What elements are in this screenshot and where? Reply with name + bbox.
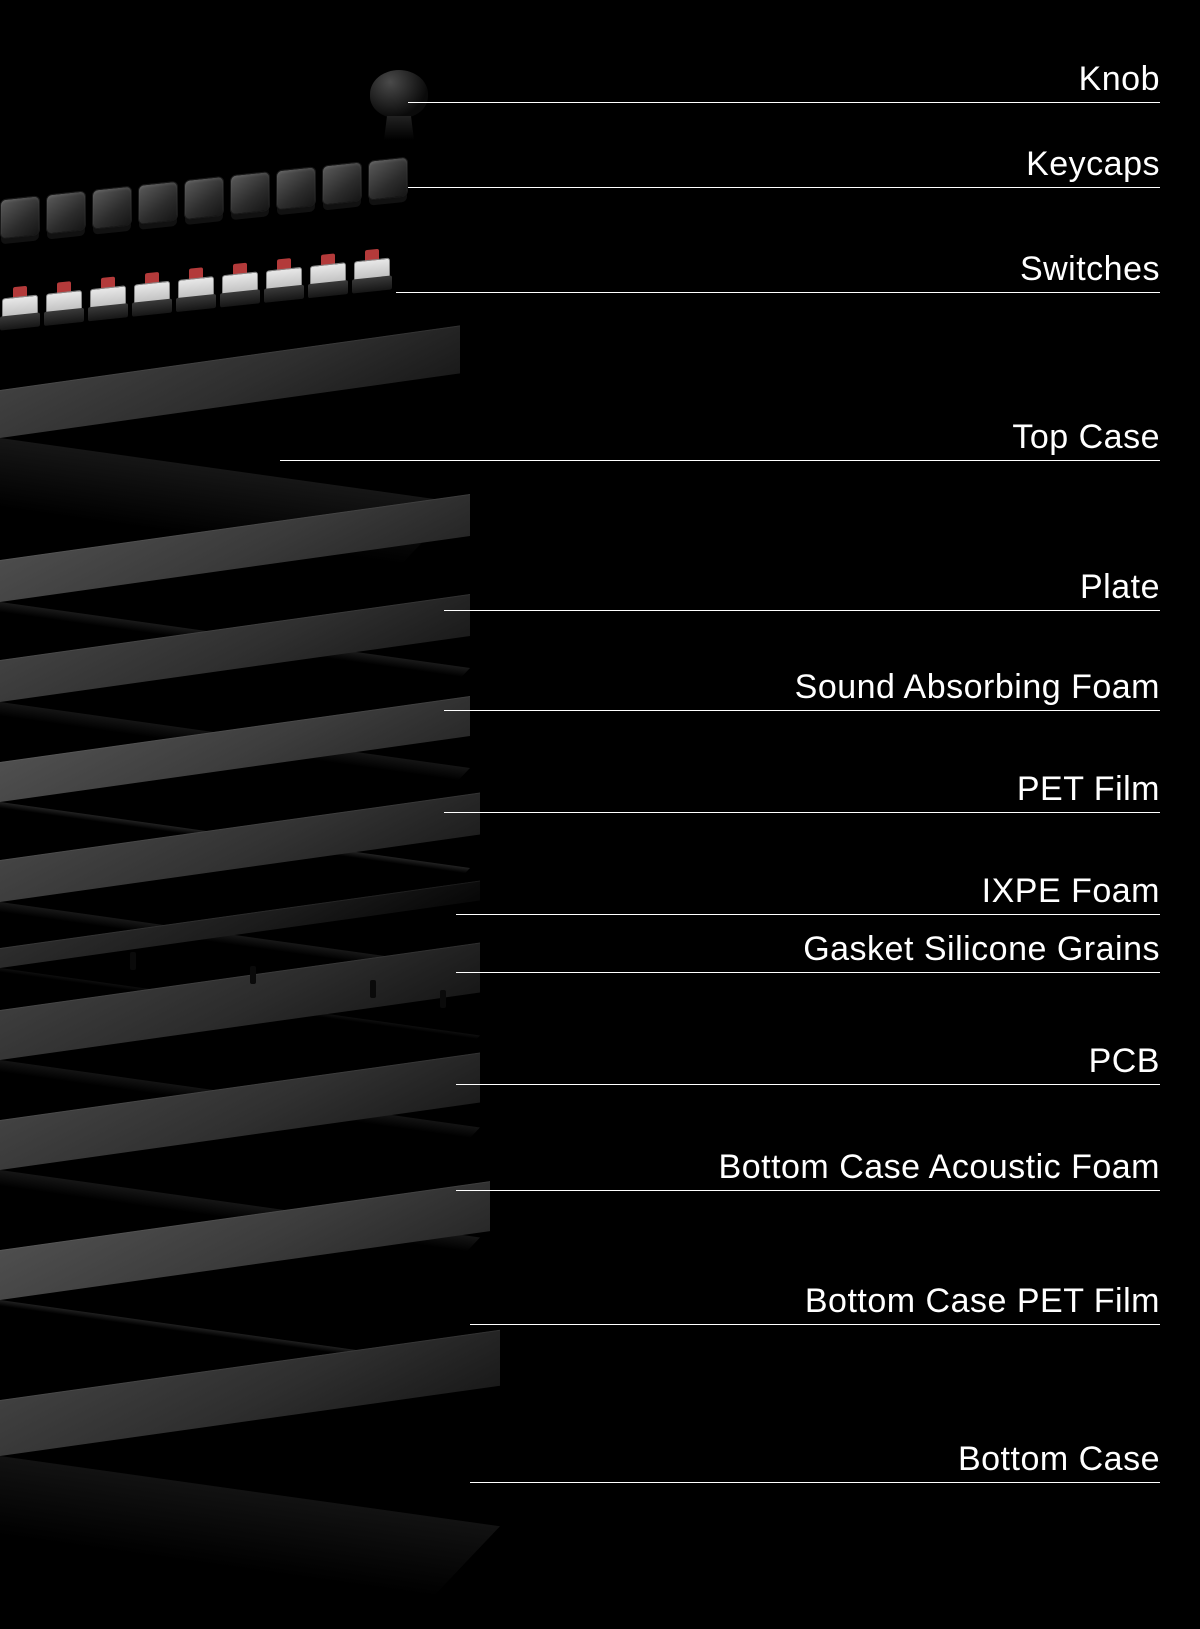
label-knob: Knob (1079, 60, 1160, 99)
leader-gasket (456, 972, 1160, 973)
leader-switches (396, 292, 1160, 293)
label-plate: Plate (1080, 568, 1160, 607)
keycap (46, 190, 86, 234)
label-bottom-case: Bottom Case (958, 1440, 1160, 1479)
leader-bottom-case (470, 1482, 1160, 1483)
leader-knob (408, 102, 1160, 103)
switch (352, 247, 392, 295)
label-pcb: PCB (1089, 1042, 1160, 1081)
layer-switches (0, 247, 392, 332)
layer-pet-film (0, 762, 470, 808)
leader-bc-pet (470, 1324, 1160, 1325)
keycap (138, 181, 178, 225)
keycap (368, 157, 408, 201)
switch (308, 252, 348, 300)
keycap (230, 171, 270, 215)
keycap (184, 176, 224, 220)
leader-sa-foam (444, 710, 1160, 711)
leader-pcb (456, 1084, 1160, 1085)
label-pet-film: PET Film (1017, 770, 1160, 809)
layer-bottom-case (0, 1400, 500, 1536)
layer-keycaps (0, 157, 408, 240)
switch (44, 280, 84, 328)
switch (220, 261, 260, 309)
label-bc-foam: Bottom Case Acoustic Foam (719, 1148, 1160, 1187)
layer-top-case (0, 390, 460, 508)
keycap (92, 186, 132, 230)
switch (176, 266, 216, 314)
keycap (276, 166, 316, 210)
layer-bottom-case-acoustic-foam (0, 1120, 480, 1186)
label-keycaps: Keycaps (1026, 145, 1160, 184)
label-top-case: Top Case (1012, 418, 1160, 457)
leader-keycaps (408, 187, 1160, 188)
switch (88, 275, 128, 323)
label-ixpe: IXPE Foam (982, 872, 1160, 911)
keycap (0, 195, 40, 239)
layer-bottom-case-pet-film (0, 1250, 490, 1306)
leader-top-case (280, 460, 1160, 461)
label-sa-foam: Sound Absorbing Foam (795, 668, 1160, 707)
label-switches: Switches (1020, 250, 1160, 289)
switch (132, 271, 172, 319)
label-bc-pet: Bottom Case PET Film (805, 1282, 1160, 1321)
keycap (322, 161, 362, 205)
switch (0, 284, 40, 332)
switch (264, 257, 304, 305)
leader-ixpe (456, 914, 1160, 915)
leader-bc-foam (456, 1190, 1160, 1191)
label-gasket: Gasket Silicone Grains (803, 930, 1160, 969)
knob-shape (370, 70, 428, 118)
leader-plate (444, 610, 1160, 611)
leader-pet-film (444, 812, 1160, 813)
